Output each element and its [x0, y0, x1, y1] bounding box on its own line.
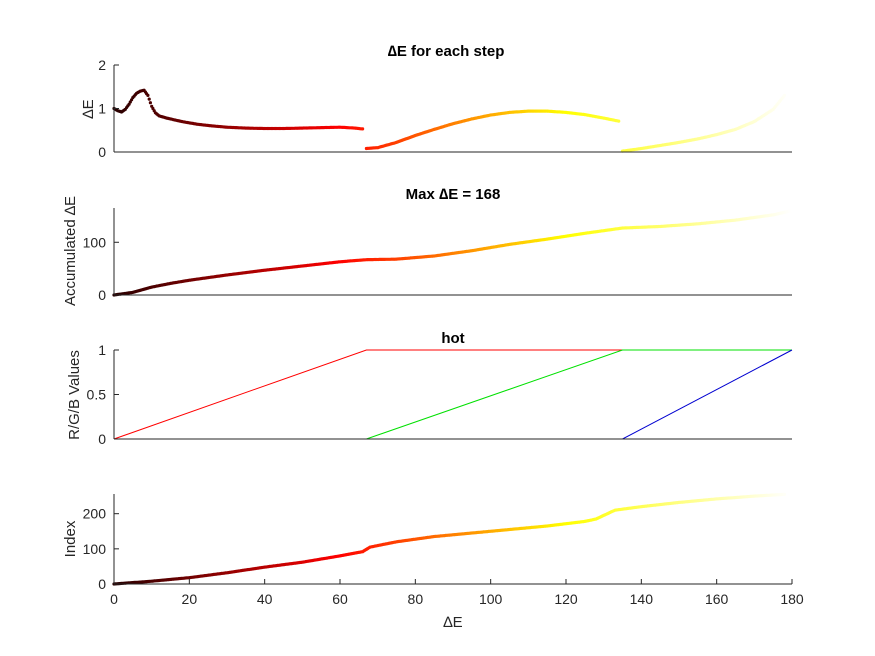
y-tick-label: 200	[83, 506, 107, 522]
x-tick-label: 140	[630, 591, 654, 607]
series-line-g	[114, 349, 792, 440]
data-point	[147, 97, 151, 101]
panel-index: 0 100 200 0 20 40 60 80 100 120 140 160 180 ∆E Inde…	[62, 492, 804, 631]
panel-delta-e-steps: 0 1 2 ∆E for each step ∆E	[80, 43, 792, 160]
data-point	[361, 127, 365, 131]
p1-y-ticks: 0 1 2	[98, 57, 119, 160]
data-point	[782, 93, 787, 97]
p4-x-ticks: 0 20 40 60 80 100 120 140 160 180	[110, 579, 804, 607]
y-tick-label: 0	[98, 144, 106, 160]
p3-title: hot	[441, 330, 464, 347]
x-tick-label: 100	[479, 591, 503, 607]
panel-rgb-values: 00.51 hot R/G/B Values	[66, 330, 793, 447]
y-tick-label: 2	[98, 57, 106, 73]
x-tick-label: 160	[705, 591, 729, 607]
series-line-r	[113, 349, 792, 440]
p4-data-marks	[112, 492, 787, 586]
p1-data-marks	[112, 88, 787, 153]
p2-title: Max ∆E = 168	[406, 186, 501, 203]
p4-y-ticks: 0 100 200	[83, 506, 119, 592]
p3-y-ticks: 00.51	[87, 342, 119, 447]
series-line-b	[114, 349, 793, 440]
y-tick-label: 1	[98, 101, 106, 117]
p1-title: ∆E for each step	[388, 43, 505, 60]
data-point	[782, 492, 787, 496]
data-point	[617, 119, 621, 123]
y-tick-label: 0	[98, 431, 106, 447]
p3-ylabel: R/G/B Values	[66, 350, 83, 440]
data-point	[148, 101, 152, 105]
p4-ylabel: Index	[62, 520, 79, 557]
p2-data-marks	[112, 209, 794, 297]
p2-ylabel: Accumulated ∆E	[62, 196, 79, 306]
p1-ylabel: ∆E	[80, 99, 97, 118]
x-tick-label: 80	[408, 591, 424, 607]
y-tick-label: 0	[98, 287, 106, 303]
panel-accumulated: 0 100 Max ∆E = 168 Accumulated ∆E	[62, 186, 794, 306]
data-point	[146, 93, 150, 97]
p3-data-marks	[113, 349, 793, 440]
y-tick-label: 0	[98, 576, 106, 592]
y-tick-label: 100	[83, 541, 107, 557]
y-tick-label: 0.5	[87, 387, 107, 403]
y-tick-label: 1	[98, 342, 106, 358]
x-axis-label: ∆E	[443, 614, 462, 631]
p2-y-ticks: 0 100	[83, 234, 119, 303]
x-tick-label: 20	[182, 591, 198, 607]
x-tick-label: 120	[554, 591, 578, 607]
x-tick-label: 40	[257, 591, 273, 607]
x-tick-label: 60	[332, 591, 348, 607]
y-tick-label: 100	[83, 234, 107, 250]
x-tick-label: 180	[780, 591, 804, 607]
x-tick-label: 0	[110, 591, 118, 607]
data-point	[790, 209, 794, 213]
